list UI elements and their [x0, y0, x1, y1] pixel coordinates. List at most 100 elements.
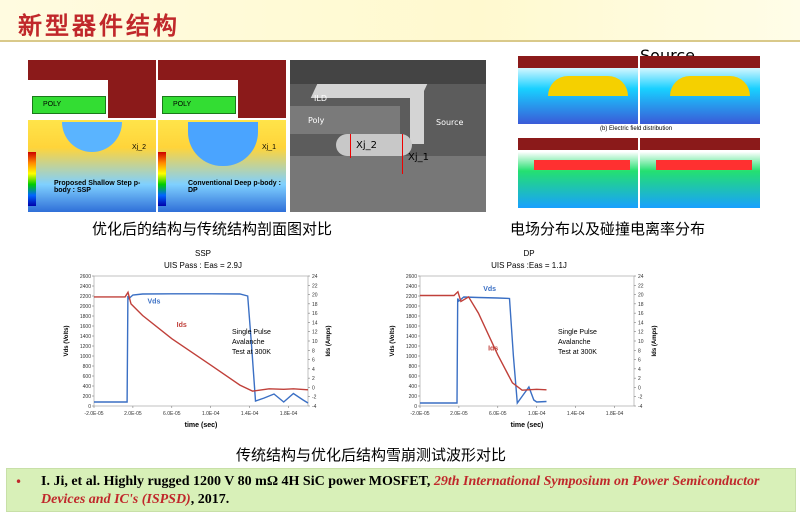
ssp-metal-side: [108, 80, 156, 118]
sem-xj1-label: Xj_1: [408, 152, 429, 163]
field-panel-br: DP: [640, 134, 760, 208]
y2-tick-label: 20: [638, 293, 644, 299]
y-tick-label: 600: [83, 374, 92, 380]
y-tick-label: 1400: [406, 334, 417, 340]
dp-poly-gate: POLY: [162, 96, 236, 114]
field-tl-metal: [518, 56, 638, 68]
y-tick-label: 2000: [406, 304, 417, 310]
y2-tick-label: 10: [638, 339, 644, 345]
y-tick-label: 1200: [80, 344, 91, 350]
dp-xj-label: Xj_1: [262, 144, 277, 151]
x-axis-label: time (sec): [185, 422, 218, 429]
y2-tick-label: 22: [312, 283, 318, 289]
dp-metal-side: [238, 80, 286, 118]
title-divider: [0, 40, 800, 42]
y2-tick-label: 16: [312, 311, 318, 317]
y-tick-label: 2200: [406, 294, 417, 300]
y2-tick-label: 4: [638, 367, 641, 373]
sem-source-label: Source: [436, 118, 464, 127]
y-tick-label: 200: [83, 394, 92, 400]
sem-poly-label: Poly: [308, 116, 325, 125]
annotation-line: Test at 300K: [232, 349, 271, 356]
x-tick-label: 1.0E-04: [202, 411, 220, 417]
y2-tick-label: 22: [638, 283, 644, 289]
y2-tick-label: 2: [312, 376, 315, 382]
sem-ild-side: [410, 84, 424, 144]
field-tr-metal: [640, 56, 760, 68]
y2-tick-label: 12: [638, 330, 644, 336]
y2-tick-label: 14: [312, 320, 318, 326]
field-panel-bl: SSP: [518, 134, 638, 208]
title-bar: [0, 0, 800, 42]
series-ids-label: Ids: [177, 322, 187, 329]
y-tick-label: 2400: [80, 284, 91, 290]
y-tick-label: 0: [414, 404, 417, 410]
y-tick-label: 800: [409, 364, 418, 370]
y2-tick-label: 12: [312, 330, 318, 336]
y-tick-label: 400: [409, 384, 418, 390]
chart-subtitle: UIS Pass : Eas = 2.9J: [164, 261, 242, 270]
annotation-line: Avalanche: [232, 339, 265, 346]
y-tick-label: 2200: [80, 294, 91, 300]
y-tick-label: 800: [83, 364, 92, 370]
sem-top-layer: [290, 60, 486, 84]
field-tr-hotspot: [670, 76, 750, 96]
y-tick-label: 2000: [80, 304, 91, 310]
y-tick-label: 1800: [406, 314, 417, 320]
y2-tick-label: 8: [638, 348, 641, 354]
y-tick-label: 400: [83, 384, 92, 390]
y2-tick-label: 6: [312, 358, 315, 364]
y2-tick-label: -4: [312, 404, 317, 410]
y-tick-label: 200: [409, 394, 418, 400]
y-tick-label: 1000: [80, 354, 91, 360]
field-caption-cn: 电场分布以及碰撞电离率分布: [510, 220, 706, 238]
ssp-poly-gate: POLY: [32, 96, 106, 114]
ssp-source-metal: [28, 60, 156, 80]
series-vds-line: [420, 296, 547, 405]
dp-source-metal: [158, 60, 286, 80]
sem-xj2-label: Xj_2: [356, 140, 377, 151]
ssp-desc-label: Proposed Shallow Step p-body : SSP: [54, 180, 141, 194]
y-tick-label: 1600: [406, 324, 417, 330]
x-tick-label: 6.0E-05: [489, 411, 507, 417]
y2-tick-label: 10: [312, 339, 318, 345]
y2-tick-label: 14: [638, 320, 644, 326]
y2-tick-label: 24: [638, 274, 644, 280]
series-vds-label: Vds: [483, 286, 496, 293]
dp-desc-label: Conventional Deep p-body : DP: [188, 180, 281, 194]
chart-subtitle: UIS Pass :Eas = 1.1J: [491, 261, 567, 270]
y-axis-label: Vds (Volts): [64, 326, 70, 357]
y2-tick-label: 6: [638, 358, 641, 364]
x-tick-label: 1.4E-04: [241, 411, 259, 417]
sem-xj2-marker: [350, 134, 351, 158]
x-tick-label: 6.0E-05: [163, 411, 181, 417]
y-tick-label: 600: [409, 374, 418, 380]
y-tick-label: 1200: [406, 344, 417, 350]
y-tick-label: 1000: [406, 354, 417, 360]
field-tl-hotspot: [548, 76, 628, 96]
annotation-line: Single Pulse: [232, 329, 271, 336]
dp-structure-panel: POLY Xj_1 Conventional Deep p-body : DP: [158, 60, 286, 212]
y2-tick-label: 8: [312, 348, 315, 354]
y-tick-label: 1600: [80, 324, 91, 330]
y2-tick-label: -2: [638, 395, 643, 401]
y-tick-label: 2400: [406, 284, 417, 290]
field-a-label: A: [556, 46, 567, 65]
x-tick-label: 1.8E-04: [280, 411, 298, 417]
y2-axis-label: Ids (Amps): [652, 325, 658, 356]
field-br-metal: [640, 138, 760, 150]
x-tick-label: -2.0E-05: [410, 411, 429, 417]
x-tick-label: 1.4E-04: [567, 411, 585, 417]
series-ids-label: Ids: [488, 345, 498, 352]
sem-cross-section: ILD Poly Source Xj_2 Xj_1: [290, 60, 486, 212]
dp-colorbar: [158, 152, 166, 206]
ssp-xj-label: Xj_2: [132, 144, 147, 151]
x-tick-label: 2.0E-05: [124, 411, 142, 417]
reference-text: I. Ji, et al. Highly rugged 1200 V 80 mΩ…: [41, 473, 781, 509]
field-caption: (b) Electric field distribution: [600, 126, 673, 132]
annotation-line: Single Pulse: [558, 329, 597, 336]
series-ids-line: [420, 290, 547, 391]
y2-tick-label: 0: [312, 385, 315, 391]
field-bl-hotspot: [534, 160, 630, 170]
